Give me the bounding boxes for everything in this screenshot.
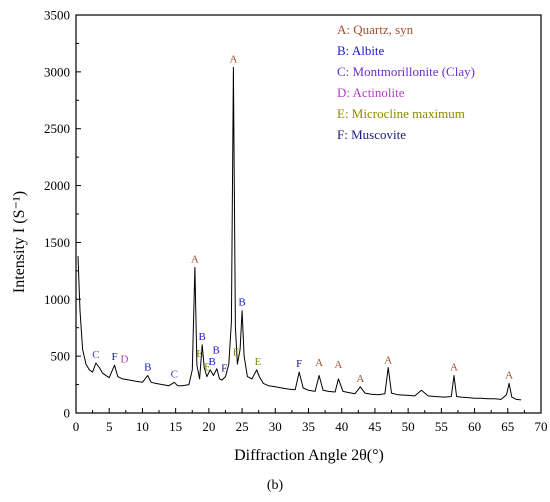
peak-label: B [238, 297, 245, 309]
peak-label: A [229, 53, 237, 65]
peak-label: A [356, 373, 364, 385]
peak-label: A [191, 253, 199, 265]
peak-label: A [315, 357, 323, 369]
x-tick-label: 20 [202, 419, 215, 434]
peak-label: E [204, 361, 211, 373]
peak-label: B [212, 344, 219, 356]
figure-caption: (b) [266, 478, 284, 493]
y-tick-label: 2500 [44, 121, 70, 136]
peak-label: B [209, 356, 216, 368]
peak-label: A [334, 359, 342, 371]
legend-entry: F: Muscovite [337, 127, 406, 142]
peak-label: D [121, 354, 129, 366]
peak-label: C [92, 349, 99, 361]
x-tick-label: 5 [106, 419, 113, 434]
peak-label: C [171, 368, 178, 380]
y-axis-title: Intensity I (S⁻¹) [11, 191, 28, 293]
xrd-chart: 0 5 10 15 20 25 30 35 40 45 50 55 60 65 70 0 500 1000 150… [11, 8, 548, 465]
x-tick-label: 65 [501, 419, 514, 434]
peak-label: F [296, 358, 302, 370]
peak-label: B [144, 361, 151, 373]
peak-label: B [199, 331, 206, 343]
y-axis-ticks: 0 500 1000 1500 2000 2500 3000 3500 [44, 8, 81, 421]
x-tick-label: 70 [535, 419, 548, 434]
x-tick-label: 50 [402, 419, 415, 434]
x-axis-title: Diffraction Angle 2θ(°) [234, 447, 384, 464]
peak-label: E [255, 356, 262, 368]
y-tick-label: 1500 [44, 235, 70, 250]
x-tick-label: 35 [302, 419, 315, 434]
peak-label: F [221, 363, 227, 375]
y-tick-label: 500 [51, 349, 71, 364]
peak-label: A [384, 355, 392, 367]
peak-label: E [196, 348, 203, 360]
legend: A: Quartz, syn B: Albite C: Montmorillonit… [337, 22, 475, 142]
peak-label: F [111, 351, 117, 363]
y-tick-label: 3500 [44, 8, 70, 23]
diffraction-trace [77, 66, 522, 401]
x-tick-label: 45 [368, 419, 381, 434]
peak-label: A [505, 369, 513, 381]
y-tick-label: 2000 [44, 178, 70, 193]
legend-entry: A: Quartz, syn [337, 22, 414, 37]
x-tick-label: 60 [468, 419, 481, 434]
legend-entry: E: Microcline maximum [337, 106, 465, 121]
series-layer [77, 66, 522, 401]
x-axis-ticks: 0 5 10 15 20 25 30 35 40 45 50 55 60 65 70 [73, 408, 548, 434]
x-tick-label: 10 [136, 419, 149, 434]
x-tick-label: 0 [73, 419, 80, 434]
peak-label: E [233, 347, 240, 359]
x-tick-label: 40 [335, 419, 348, 434]
peak-label: A [450, 361, 458, 373]
legend-entry: C: Montmorillonite (Clay) [337, 64, 475, 79]
x-tick-label: 55 [435, 419, 448, 434]
y-tick-label: 3000 [44, 64, 70, 79]
y-tick-label: 1000 [44, 292, 70, 307]
x-tick-label: 30 [269, 419, 282, 434]
y-tick-label: 0 [64, 406, 71, 421]
legend-entry: B: Albite [337, 43, 385, 58]
x-tick-label: 25 [236, 419, 249, 434]
x-tick-label: 15 [169, 419, 182, 434]
legend-entry: D: Actinolite [337, 85, 405, 100]
